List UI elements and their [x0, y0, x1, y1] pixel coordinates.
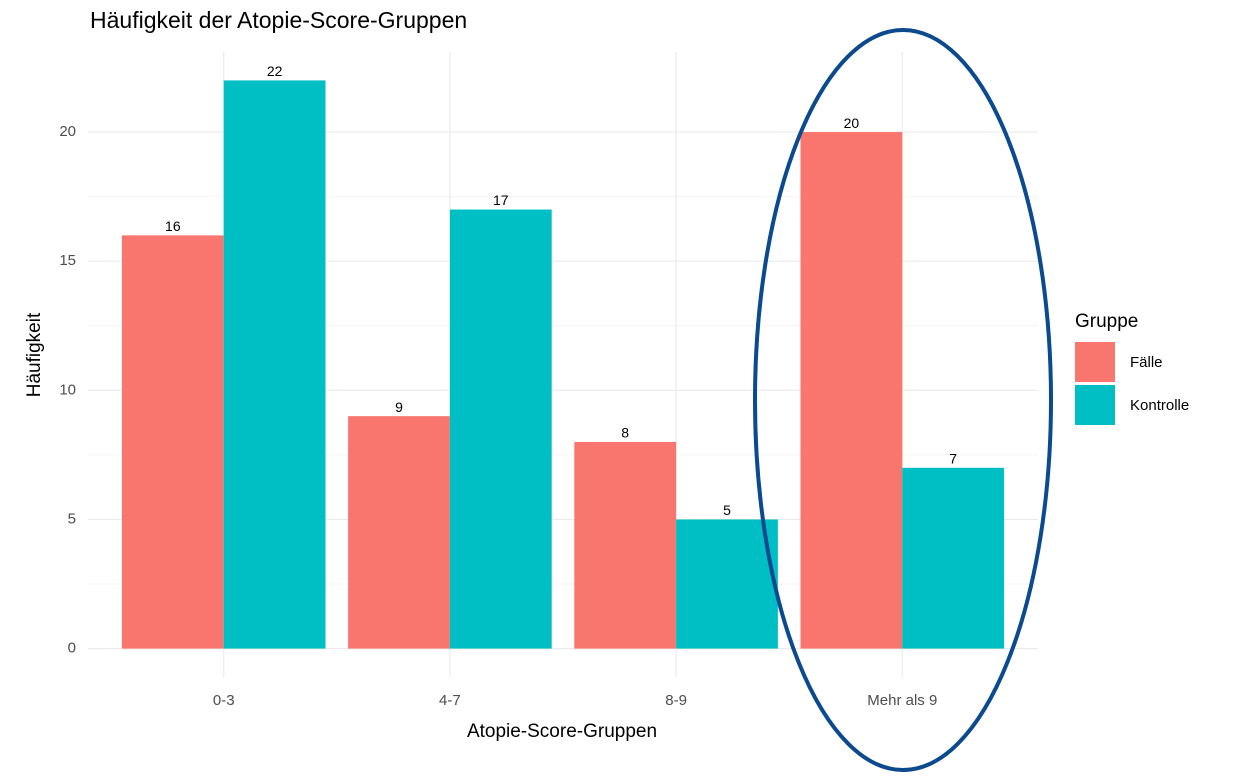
y-tick-label: 0 — [68, 640, 76, 657]
x-tick-label: 8-9 — [665, 692, 687, 709]
highlight-ellipse — [753, 28, 1053, 772]
value-label: 22 — [267, 63, 283, 79]
x-tick-label: 4-7 — [439, 692, 461, 709]
chart-title: Häufigkeit der Atopie-Score-Gruppen — [90, 7, 467, 33]
y-tick-label: 5 — [68, 510, 76, 527]
bar — [223, 80, 326, 649]
y-tick-label: 10 — [59, 381, 76, 398]
legend-title: Gruppe — [1075, 311, 1138, 332]
bar — [574, 441, 677, 649]
bar — [676, 519, 778, 649]
value-label: 17 — [493, 192, 509, 208]
marks: 16 22 9 17 8 5 20 7 — [121, 63, 1005, 649]
y-axis-title: Häufigkeit — [24, 312, 45, 397]
value-label: 8 — [621, 425, 629, 441]
bar — [902, 467, 1005, 649]
legend-label: Kontrolle — [1130, 397, 1189, 414]
value-label: 16 — [165, 218, 181, 234]
legend-key — [1075, 342, 1115, 382]
value-label: 5 — [723, 502, 731, 518]
bar — [800, 132, 903, 649]
bar — [121, 235, 224, 649]
x-tick-label: 0-3 — [213, 692, 235, 709]
legend-label: Fälle — [1130, 354, 1163, 371]
value-label: 7 — [949, 451, 957, 467]
value-label: 20 — [844, 115, 860, 131]
y-tick-label: 20 — [59, 123, 76, 140]
x-tick-label: Mehr als 9 — [867, 692, 937, 709]
bar — [449, 209, 552, 649]
value-label: 9 — [395, 399, 403, 415]
bar — [348, 416, 450, 649]
x-axis-title: Atopie-Score-Gruppen — [467, 721, 657, 742]
y-tick-label: 15 — [59, 252, 76, 269]
legend-key — [1075, 385, 1115, 425]
